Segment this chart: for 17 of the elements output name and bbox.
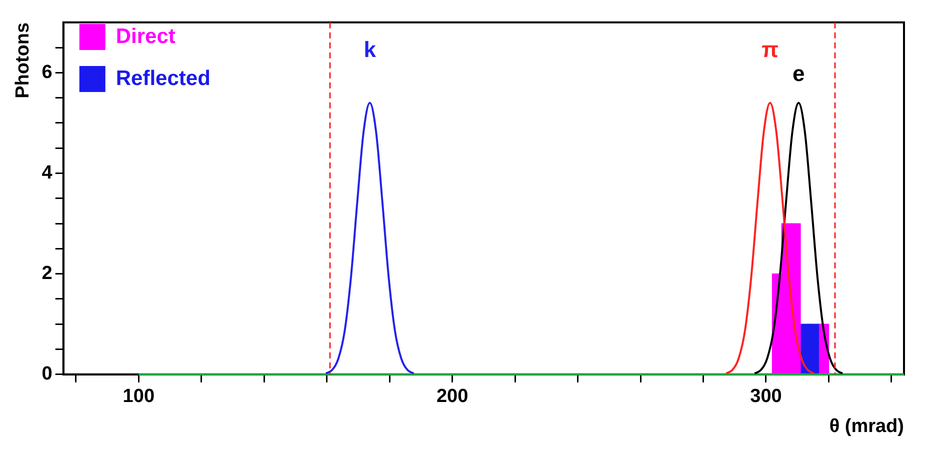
annotation: k (364, 36, 377, 62)
x-axis-title: θ (mrad) (829, 416, 904, 437)
line-series (324, 102, 415, 374)
y-tick-label: 2 (42, 263, 52, 284)
legend-label: Direct (116, 24, 176, 48)
x-tick-label: 300 (750, 386, 782, 408)
line-series (754, 102, 844, 374)
y-tick-label: 6 (42, 62, 52, 83)
annotation: e (792, 60, 805, 86)
y-tick-label: 0 (42, 364, 52, 385)
line-series (725, 102, 815, 374)
annotation: π (762, 36, 779, 62)
y-axis-title: Photons (12, 22, 34, 98)
x-tick-label: 200 (436, 386, 468, 408)
y-tick-label: 4 (42, 162, 53, 184)
x-tick-label: 100 (122, 386, 154, 408)
legend-label: Reflected (116, 66, 210, 90)
